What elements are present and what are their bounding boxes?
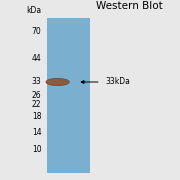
Text: kDa: kDa: [26, 6, 41, 15]
Text: 44: 44: [32, 54, 41, 63]
Text: 33: 33: [32, 78, 41, 87]
Text: 33kDa: 33kDa: [105, 78, 130, 87]
Bar: [47, 18, 90, 173]
Text: 10: 10: [32, 145, 41, 154]
Text: 14: 14: [32, 128, 41, 137]
Ellipse shape: [46, 78, 69, 86]
Text: 26: 26: [32, 91, 41, 100]
Text: 22: 22: [32, 100, 41, 109]
Text: 18: 18: [32, 112, 41, 121]
Text: 70: 70: [32, 27, 41, 36]
Text: Western Blot: Western Blot: [96, 1, 163, 11]
